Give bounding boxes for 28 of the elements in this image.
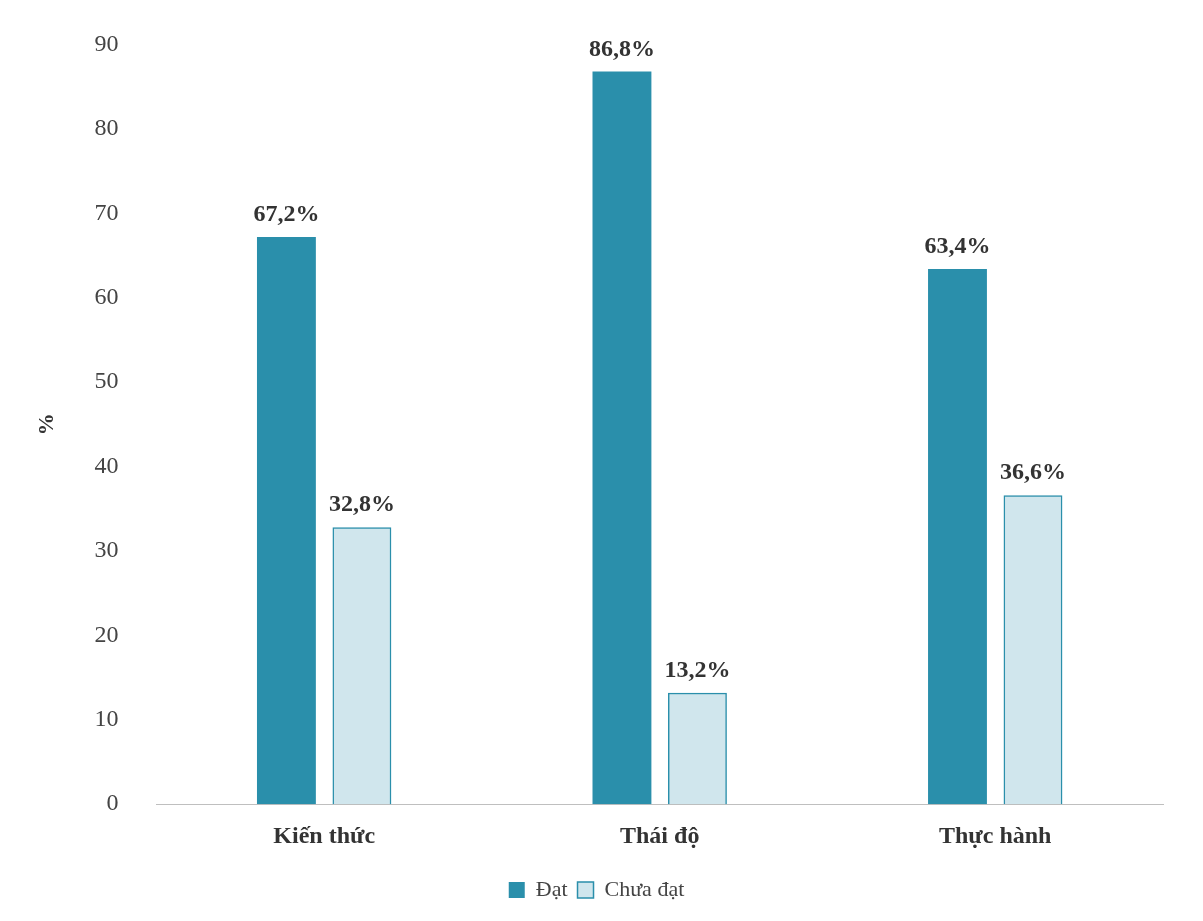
data-label: 13,2% bbox=[664, 655, 731, 682]
bar bbox=[332, 527, 392, 805]
y-tick-label: 50 bbox=[94, 367, 119, 394]
y-axis-title: % bbox=[32, 413, 58, 436]
data-label: 86,8% bbox=[588, 34, 655, 61]
y-tick-label: 30 bbox=[94, 536, 119, 563]
data-label: 63,4% bbox=[924, 232, 991, 259]
y-tick-label: 20 bbox=[94, 620, 119, 647]
y-tick-label: 60 bbox=[94, 282, 119, 309]
bar bbox=[1003, 495, 1063, 805]
bar bbox=[256, 236, 316, 805]
bar bbox=[928, 268, 987, 805]
legend-label: Đạt bbox=[535, 875, 568, 901]
data-label: 36,6% bbox=[999, 458, 1066, 485]
y-tick-label: 70 bbox=[94, 198, 119, 225]
x-tick-label: Thái độ bbox=[620, 821, 700, 848]
data-label: 32,8% bbox=[328, 490, 395, 517]
y-tick-label: 10 bbox=[94, 705, 119, 732]
y-tick-label: 40 bbox=[94, 451, 119, 478]
x-tick-label: Kiến thức bbox=[273, 821, 376, 848]
legend-label: Chưa đạt bbox=[604, 875, 685, 901]
y-tick-label: 90 bbox=[94, 29, 119, 56]
y-tick-label: 0 bbox=[106, 789, 119, 816]
x-tick-label: Thực hành bbox=[939, 821, 1052, 848]
data-label: 67,2% bbox=[253, 200, 320, 227]
bar bbox=[592, 71, 652, 805]
bar bbox=[668, 692, 727, 805]
y-tick-label: 80 bbox=[94, 114, 119, 141]
